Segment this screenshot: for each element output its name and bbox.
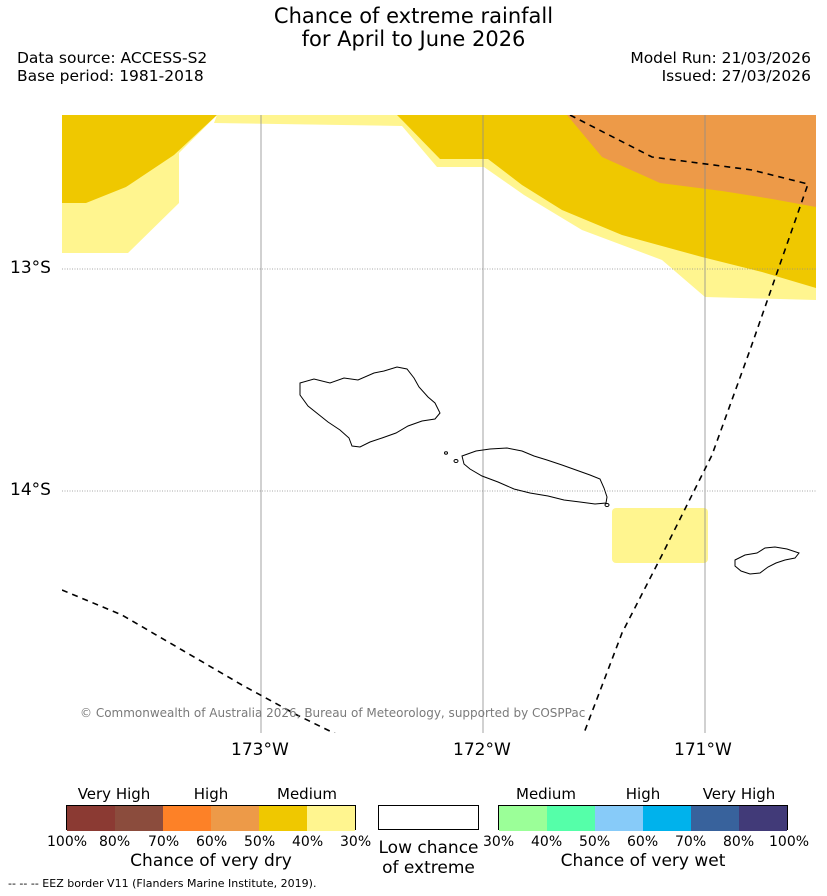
data-source: Data source: ACCESS-S2	[17, 49, 208, 67]
base-period: Base period: 1981-2018	[17, 67, 204, 85]
eez-footnote: -- -- -- EEZ border V11 (Flanders Marine…	[8, 877, 317, 890]
legend-wet-swatch-40-50	[547, 806, 596, 831]
apolima-island	[453, 459, 459, 463]
legend-low-chance-line1: Low chance	[378, 838, 479, 858]
legend-dry-very-high: Very High	[77, 785, 151, 803]
legend-dry-tick-80: 80%	[99, 834, 131, 850]
legend-wet-swatch-70-80	[691, 806, 740, 831]
legend-dry-swatch-60-50	[211, 806, 260, 831]
legend-wet-tick-100: 100%	[769, 834, 810, 850]
map-title-line2: for April to June 2026	[301, 27, 526, 51]
legend-dry-swatch-50-40	[259, 806, 308, 831]
lat-label-14s: 14°S	[10, 480, 51, 500]
map-title-line1: Chance of extreme rainfall	[273, 4, 554, 28]
manono-island	[444, 451, 448, 455]
legend-wet-medium: Medium	[516, 785, 576, 803]
lon-label-171w: 171°W	[674, 740, 732, 760]
legend-wet-tick-80: 80%	[723, 834, 755, 850]
legend-dry-medium: Medium	[277, 785, 337, 803]
legend-dry-swatch-80-70	[115, 806, 164, 831]
legend-wet-tick-30: 30%	[483, 834, 515, 850]
legend-wet-swatch-60-70	[643, 806, 692, 831]
dry-region-medium-nw	[62, 115, 217, 203]
legend-wet-tick-40: 40%	[531, 834, 563, 850]
legend-wet-swatch-30-40	[499, 806, 548, 831]
legend-wet-tick-70: 70%	[675, 834, 707, 850]
legend-low-chance-line2: of extreme	[382, 858, 475, 878]
legend-dry-high: High	[193, 785, 229, 803]
legend-dry-colorbar	[66, 805, 356, 831]
legend-dry-swatch-100-80	[67, 806, 116, 831]
map-panel: © Commonwealth of Australia 2026, Bureau…	[62, 115, 816, 733]
tutuila-island	[734, 546, 800, 575]
legend-wet-tick-50: 50%	[579, 834, 611, 850]
legend-dry-tick-50: 50%	[244, 834, 276, 850]
model-run: Model Run: 21/03/2026	[630, 49, 811, 67]
legend-wet-swatch-50-60	[595, 806, 644, 831]
legend-wet-very-high: Very High	[702, 785, 776, 803]
dry-region-high-ne	[567, 115, 816, 207]
copyright-text: © Commonwealth of Australia 2026, Bureau…	[80, 706, 586, 720]
nuutele-island	[604, 503, 610, 507]
dry-region-light-top-strip	[214, 115, 402, 126]
map-canvas	[62, 115, 816, 733]
legend-low-chance-swatch	[378, 805, 479, 830]
eez-borders	[62, 115, 810, 733]
issued-date: Issued: 27/03/2026	[661, 67, 811, 85]
legend-dry-title: Chance of very dry	[130, 851, 292, 871]
savaii-island	[299, 366, 441, 448]
eez-border-southwest	[62, 589, 336, 733]
legend-dry-swatch-40-30	[307, 806, 355, 831]
dry-region-medium-light-patch	[612, 508, 708, 563]
legend-dry-tick-30: 30%	[340, 834, 372, 850]
lon-label-172w: 172°W	[453, 740, 511, 760]
legend-wet-title: Chance of very wet	[560, 851, 726, 871]
legend-dry-swatch-70-60	[163, 806, 212, 831]
legend-dry-tick-60: 60%	[196, 834, 228, 850]
eez-border-east	[569, 115, 810, 733]
legend-dry-tick-70: 70%	[148, 834, 180, 850]
legend-wet-high: High	[625, 785, 661, 803]
lat-label-13s: 13°S	[10, 258, 51, 278]
legend-wet-tick-60: 60%	[627, 834, 659, 850]
lon-label-173w: 173°W	[231, 740, 289, 760]
legend-dry-tick-100: 100%	[47, 834, 88, 850]
grid-lines	[62, 115, 816, 733]
legend-wet-swatch-80-100	[739, 806, 787, 831]
legend-dry-tick-40: 40%	[292, 834, 324, 850]
legend-wet-colorbar	[498, 805, 788, 831]
upolu-island	[461, 447, 608, 505]
